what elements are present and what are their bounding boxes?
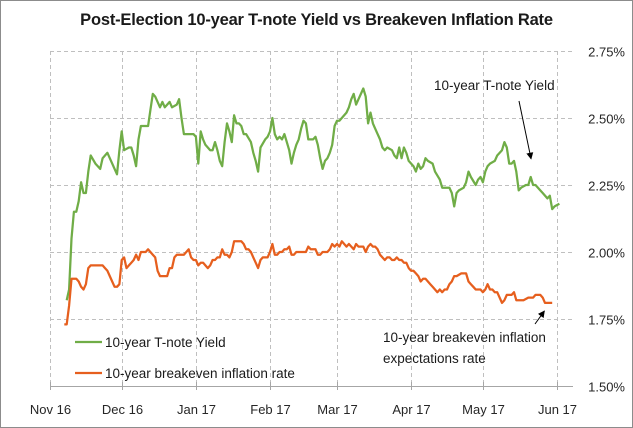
y-tick-label: 2.75% xyxy=(588,45,625,60)
x-tick-label: Mar 17 xyxy=(317,402,357,417)
series-line-breakeven-inflation xyxy=(64,240,553,326)
x-tick-label: Nov 16 xyxy=(30,402,71,417)
series-line-tnote-yield xyxy=(65,87,560,301)
y-tick-label: 1.75% xyxy=(588,313,625,328)
annotation-text: expectations rate xyxy=(383,351,486,366)
series-group xyxy=(64,87,560,326)
annotation-arrow xyxy=(534,310,545,325)
x-tick-label: Feb 17 xyxy=(250,402,290,417)
x-tick-label: Jan 17 xyxy=(177,402,216,417)
y-tick-label: 2.25% xyxy=(588,179,625,194)
y-tick-label: 2.50% xyxy=(588,112,625,127)
annotation-text: 10-year breakeven inflation xyxy=(383,330,546,345)
chart-title: Post-Election 10-year T-note Yield vs Br… xyxy=(80,11,553,29)
annotation-arrow xyxy=(518,100,534,160)
x-tick-label: Jun 17 xyxy=(538,402,577,417)
legend: 10-year T-note Yield 10-year breakeven in… xyxy=(75,335,295,381)
annotations: 10-year T-note Yield 10-year breakeven in… xyxy=(383,78,555,366)
x-tick-label: Apr 17 xyxy=(392,402,430,417)
x-tick-label: Dec 16 xyxy=(102,402,143,417)
y-tick-label: 1.50% xyxy=(588,380,625,395)
gridlines xyxy=(50,51,573,386)
annotation-text: 10-year T-note Yield xyxy=(434,78,555,93)
y-tick-label: 2.00% xyxy=(588,246,625,261)
axes: 2.75% 2.50% 2.25% 2.00% 1.75% 1.50% Nov 16 Dec … xyxy=(30,45,626,418)
legend-label: 10-year T-note Yield xyxy=(105,335,226,350)
x-tick-label: May 17 xyxy=(462,402,505,417)
legend-label: 10-year breakeven inflation rate xyxy=(105,366,295,381)
